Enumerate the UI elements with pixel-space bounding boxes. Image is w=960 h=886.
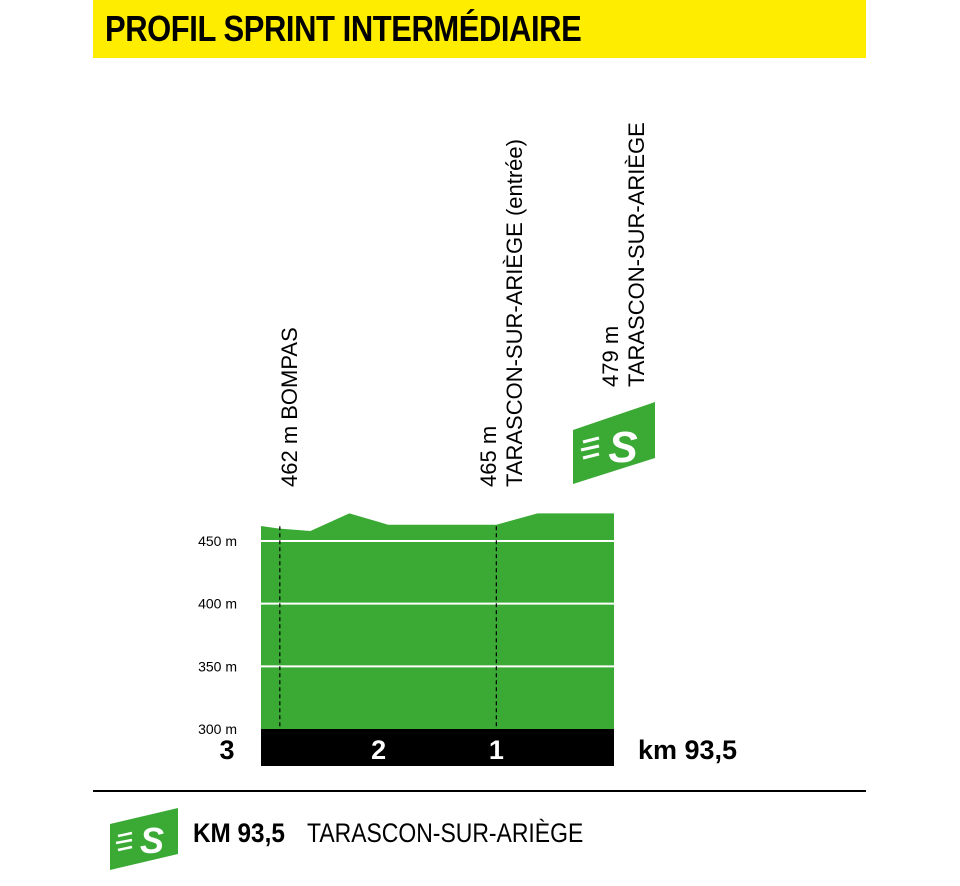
x-tick-label: 1 (489, 735, 504, 765)
sprint-s-icon: S (573, 402, 655, 484)
marker-label-group: 462 m BOMPAS (277, 327, 302, 487)
terrain-area (261, 513, 614, 729)
marker-label: 462 m BOMPAS (277, 327, 302, 487)
footer-place: TARASCON-SUR-ARIÈGE (307, 818, 584, 848)
page-title: PROFIL SPRINT INTERMÉDIAIRE (105, 8, 582, 49)
marker-label-group: 465 m TARASCON-SUR-ARIÈGE (entrée) (476, 139, 527, 487)
y-tick-label: 300 m (198, 721, 237, 737)
marker-label-group: 479 m TARASCON-SUR-ARIÈGE (598, 122, 649, 387)
x-tick-label: 2 (371, 735, 386, 765)
y-tick-label: 350 m (198, 658, 237, 674)
footer-divider (93, 790, 866, 792)
km-axis-bar (261, 729, 614, 766)
y-tick-label: 450 m (198, 533, 237, 549)
title-banner: PROFIL SPRINT INTERMÉDIAIRE (93, 0, 866, 58)
marker-name: TARASCON-SUR-ARIÈGE (entrée) (502, 139, 527, 487)
marker-name: TARASCON-SUR-ARIÈGE (624, 122, 649, 387)
y-tick-label: 400 m (198, 596, 237, 612)
svg-text:S: S (608, 423, 637, 472)
marker-elevation: 479 m (598, 326, 623, 387)
svg-text:S: S (140, 820, 164, 861)
x-tick-label: 3 (219, 735, 234, 765)
footer-km: KM 93,5 (193, 818, 285, 848)
elevation-profile-chart: 450 m 400 m 350 m 300 m 3 2 1 km 93,5 462 m BO… (198, 122, 737, 766)
finish-km-label: km 93,5 (638, 735, 737, 765)
marker-elevation: 465 m (476, 426, 501, 487)
sprint-s-icon: S (110, 808, 178, 870)
